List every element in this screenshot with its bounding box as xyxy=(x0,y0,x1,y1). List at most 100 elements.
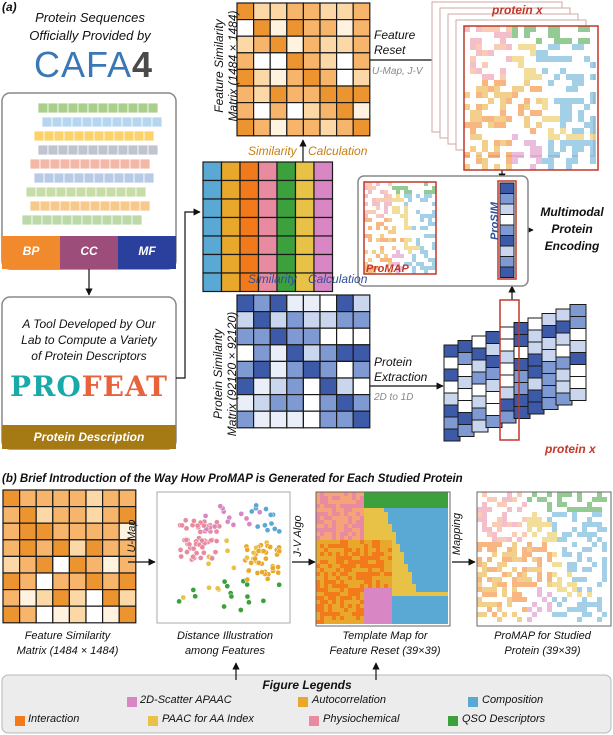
template-map-cell xyxy=(424,500,428,504)
sequence-cell xyxy=(75,186,87,198)
promap-cell xyxy=(396,270,400,274)
template-map-cell xyxy=(428,544,432,548)
template-map-cell xyxy=(400,512,404,516)
promap-b-cell xyxy=(522,607,527,612)
template-map-cell xyxy=(356,572,360,576)
promap-cell xyxy=(404,270,408,274)
template-map-cell xyxy=(392,544,396,548)
promap-cell xyxy=(364,238,368,242)
template-map-cell xyxy=(352,564,356,568)
template-map-cell xyxy=(344,576,348,580)
template-map-cell xyxy=(412,576,416,580)
stacked-map-cell xyxy=(536,56,542,62)
promap-b-cell xyxy=(502,532,507,537)
sequence-cell xyxy=(29,200,41,212)
protein-matrix-cell xyxy=(253,410,271,429)
template-map-cell xyxy=(336,616,340,620)
stacked-map-cell xyxy=(560,68,566,74)
protein-matrix-cell xyxy=(302,394,321,412)
template-map-cell xyxy=(384,616,388,620)
promap-b-cell xyxy=(492,557,497,562)
template-map-cell xyxy=(420,512,424,516)
stacked-map-cell xyxy=(584,122,590,128)
promap-b-cell xyxy=(557,592,562,597)
template-map-cell xyxy=(340,492,344,496)
template-map-cell xyxy=(356,492,360,496)
stacked-map-cell xyxy=(590,134,596,140)
promap-b-cell xyxy=(492,562,497,567)
feature-matrix-cell xyxy=(269,68,288,87)
stacked-map-cell xyxy=(584,26,590,32)
promap-b-cell xyxy=(602,532,607,537)
scatter-point xyxy=(246,599,252,606)
template-map-cell xyxy=(344,536,348,540)
template-map-cell xyxy=(424,508,428,512)
template-map-cell xyxy=(376,500,380,504)
stacked-map-cell xyxy=(476,26,482,32)
template-map-cell xyxy=(440,540,444,544)
template-map-cell xyxy=(440,596,444,600)
template-map-cell xyxy=(328,532,332,536)
template-map-cell xyxy=(400,612,404,616)
stacked-map-cell xyxy=(500,110,506,116)
stacked-map-cell xyxy=(512,32,518,38)
template-map-cell xyxy=(416,524,420,528)
template-map-cell xyxy=(408,508,412,512)
template-map-cell xyxy=(320,492,324,496)
promap-b-cell xyxy=(572,547,577,552)
promap-b-cell xyxy=(477,527,482,532)
panel-b-matrix-cell xyxy=(101,605,120,624)
promap-b-cell xyxy=(572,577,577,582)
template-map-cell xyxy=(360,496,364,500)
panel-b-matrix-cell xyxy=(118,588,137,607)
template-map-cell xyxy=(328,524,332,528)
promap-b-cell xyxy=(512,497,517,502)
stacked-map-cell xyxy=(542,68,548,74)
template-map-cell xyxy=(320,604,324,608)
promap-b-cell xyxy=(562,607,567,612)
promap-b-cell xyxy=(577,562,582,567)
template-map-cell xyxy=(408,512,412,516)
sequence-cell xyxy=(31,214,43,226)
promap-b-cell xyxy=(602,597,607,602)
stacked-map-cell xyxy=(512,128,518,134)
template-map-cell xyxy=(388,592,392,596)
template-map-cell xyxy=(320,620,324,624)
template-map-cell xyxy=(412,500,416,504)
stacked-map-cell xyxy=(566,26,572,32)
feature-matrix-cell xyxy=(269,2,288,21)
similarity-calc-2: Similarity Calculation xyxy=(248,272,367,286)
stacked-map-cell xyxy=(542,152,548,158)
stacked-map-cell xyxy=(578,56,584,62)
sequence-cell xyxy=(95,186,107,198)
promap-b-cell xyxy=(497,612,502,617)
template-map-cell xyxy=(320,512,324,516)
stacked-map-cell xyxy=(566,122,572,128)
promap-cell xyxy=(372,202,376,206)
template-map-cell xyxy=(368,572,372,576)
template-map-cell xyxy=(424,572,428,576)
multimodal-line2: Protein xyxy=(551,222,593,236)
stacked-map-cell xyxy=(554,68,560,74)
template-map-cell xyxy=(372,596,376,600)
template-map-cell xyxy=(360,588,364,592)
stacked-map-cell xyxy=(518,56,524,62)
template-map-cell xyxy=(384,504,388,508)
template-map-cell xyxy=(360,528,364,532)
stacked-map-cell xyxy=(488,110,494,116)
promap-b-cell xyxy=(497,532,502,537)
promap-b-cell xyxy=(597,592,602,597)
cafa-logo-number: 4 xyxy=(132,44,154,85)
protein-matrix-cell xyxy=(286,360,304,379)
promap-b-cell xyxy=(527,597,532,602)
promap-b-cell xyxy=(547,532,552,537)
promap-cell xyxy=(404,222,408,226)
stacked-map-cell xyxy=(464,98,470,104)
stacked-map-cell xyxy=(530,134,536,140)
profeat-logo: PROFEAT xyxy=(2,370,176,403)
stacked-map-cell xyxy=(536,134,542,140)
promap-b-cell xyxy=(552,592,557,597)
scatter-point xyxy=(248,508,255,515)
feature-matrix-cell xyxy=(352,52,371,70)
prosim-cell xyxy=(499,182,515,194)
